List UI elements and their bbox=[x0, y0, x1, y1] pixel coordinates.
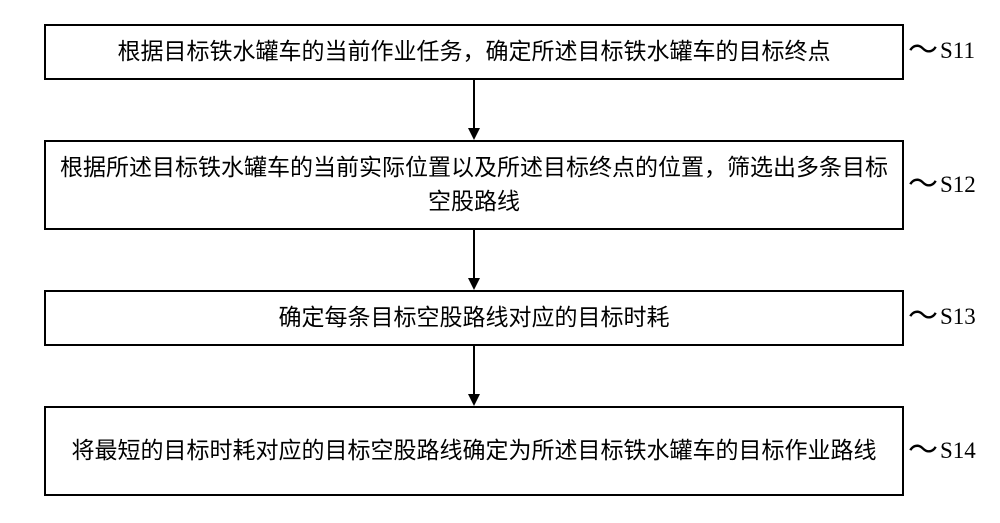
step-label-s14: S14 bbox=[940, 438, 976, 464]
brace-connector: ～ bbox=[908, 436, 938, 466]
flow-node-text: 根据目标铁水罐车的当前作业任务，确定所述目标铁水罐车的目标终点 bbox=[118, 35, 831, 70]
brace-connector: ～ bbox=[908, 302, 938, 332]
flow-node-text: 将最短的目标时耗对应的目标空股路线确定为所述目标铁水罐车的目标作业路线 bbox=[72, 434, 877, 469]
flow-node-text: 根据所述目标铁水罐车的当前实际位置以及所述目标终点的位置，筛选出多条目标空股路线 bbox=[58, 151, 890, 220]
step-label-s12: S12 bbox=[940, 172, 976, 198]
step-label-s13: S13 bbox=[940, 304, 976, 330]
flow-arrow bbox=[474, 230, 476, 290]
step-label-s11: S11 bbox=[940, 38, 975, 64]
flow-node-s11: 根据目标铁水罐车的当前作业任务，确定所述目标铁水罐车的目标终点 bbox=[44, 24, 904, 80]
flow-node-s12: 根据所述目标铁水罐车的当前实际位置以及所述目标终点的位置，筛选出多条目标空股路线 bbox=[44, 140, 904, 230]
flow-node-s13: 确定每条目标空股路线对应的目标时耗 bbox=[44, 290, 904, 346]
flow-arrow bbox=[474, 80, 476, 140]
flow-arrow bbox=[474, 346, 476, 406]
flow-node-s14: 将最短的目标时耗对应的目标空股路线确定为所述目标铁水罐车的目标作业路线 bbox=[44, 406, 904, 496]
flowchart-container: 根据目标铁水罐车的当前作业任务，确定所述目标铁水罐车的目标终点 ～ S11 根据… bbox=[0, 0, 1000, 523]
brace-connector: ～ bbox=[908, 36, 938, 66]
flow-node-text: 确定每条目标空股路线对应的目标时耗 bbox=[279, 301, 670, 336]
brace-connector: ～ bbox=[908, 170, 938, 200]
